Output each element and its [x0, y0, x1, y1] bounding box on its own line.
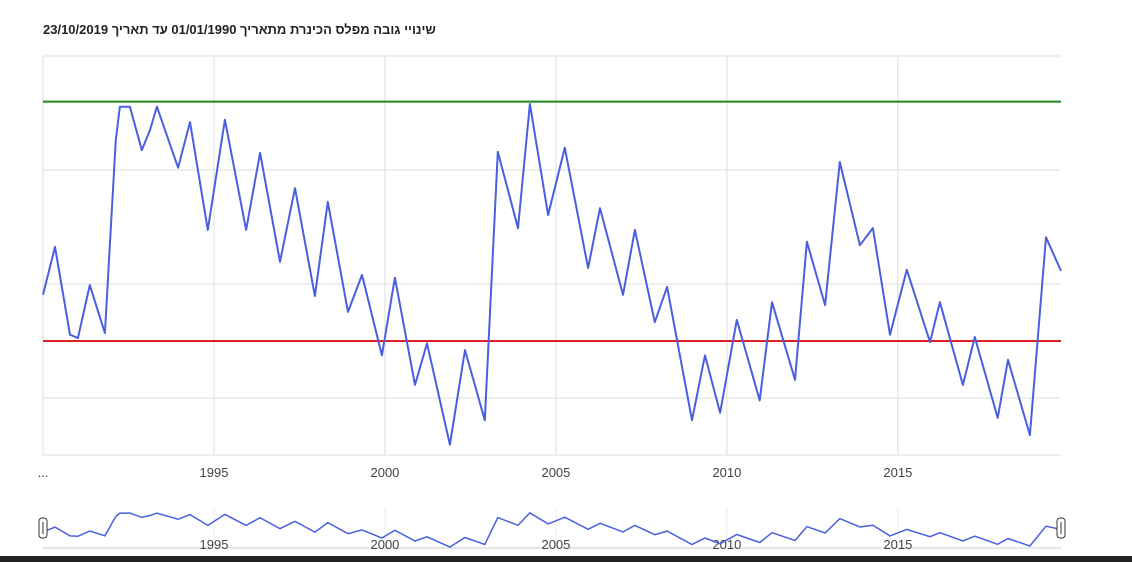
- data-line: [42, 102, 1062, 446]
- x-tick-label: 2015: [883, 465, 912, 480]
- chart-title: שינויי גובה מפלס הכינרת מתאריך 01/01/199…: [43, 22, 436, 37]
- x-tick-label: 2000: [370, 465, 399, 480]
- screen-edge: [0, 556, 1132, 562]
- navigator-tick-label: 2000: [370, 537, 399, 552]
- navigator-tick-label: 2010: [712, 537, 741, 552]
- navigator-line: [42, 511, 1062, 548]
- navigator-tick-label: 2005: [541, 537, 570, 552]
- x-tick-label: 2005: [541, 465, 570, 480]
- x-tick-label: ...: [38, 465, 49, 480]
- navigator-tick-label: 2015: [883, 537, 912, 552]
- x-tick-label: 1995: [200, 465, 229, 480]
- navigator-tick-label: 1995: [200, 537, 229, 552]
- x-tick-label: 2010: [712, 465, 741, 480]
